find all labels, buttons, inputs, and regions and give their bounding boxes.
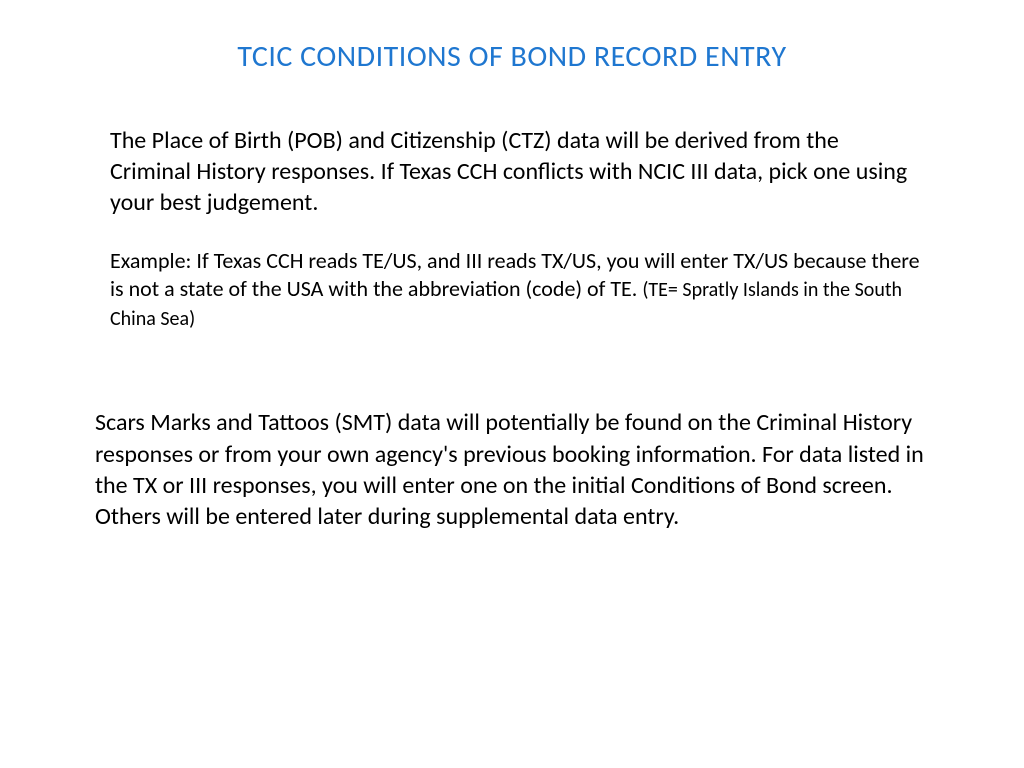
slide-title: TCIC CONDITIONS OF BOND RECORD ENTRY — [90, 38, 934, 75]
slide-container: TCIC CONDITIONS OF BOND RECORD ENTRY The… — [0, 0, 1024, 768]
paragraph-smt: Scars Marks and Tattoos (SMT) data will … — [90, 407, 934, 532]
paragraph-pob-ctz: The Place of Birth (POB) and Citizenship… — [90, 125, 934, 219]
paragraph-example: Example: If Texas CCH reads TE/US, and I… — [90, 247, 934, 333]
